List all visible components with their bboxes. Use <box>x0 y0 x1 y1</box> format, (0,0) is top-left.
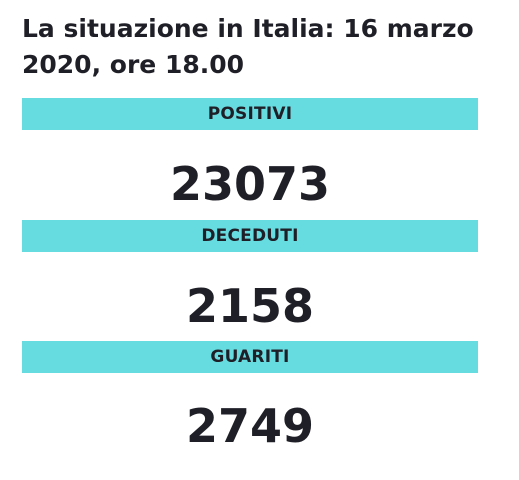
deceduti-count: 2158 <box>185 279 315 333</box>
deceduti-label: DECEDUTI <box>201 226 299 246</box>
positivi-count: 23073 <box>169 157 331 211</box>
guariti-count: 2749 <box>185 399 315 453</box>
positivi-header: POSITIVI <box>22 98 478 130</box>
positivi-label: POSITIVI <box>207 104 293 124</box>
guariti-label: GUARITI <box>210 347 290 367</box>
guariti-header: GUARITI <box>22 341 478 373</box>
deceduti-header: DECEDUTI <box>22 220 478 252</box>
page-title: La situazione in Italia: 16 marzo 2020, … <box>22 14 474 79</box>
